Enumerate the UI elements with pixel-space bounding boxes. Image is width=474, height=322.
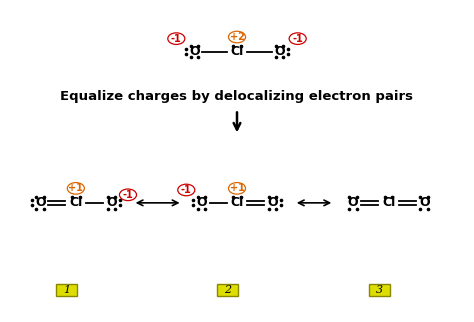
Text: 2: 2: [224, 285, 231, 295]
Text: +1: +1: [68, 183, 83, 194]
Text: Cl: Cl: [230, 196, 244, 209]
Text: O: O: [267, 196, 278, 209]
Text: +2: +2: [229, 32, 245, 42]
Text: +1: +1: [229, 183, 245, 194]
Text: O: O: [35, 196, 46, 209]
Text: O: O: [348, 196, 358, 209]
Text: O: O: [189, 45, 200, 58]
FancyBboxPatch shape: [369, 284, 390, 296]
Text: O: O: [419, 196, 429, 209]
FancyBboxPatch shape: [56, 284, 77, 296]
Text: 1: 1: [63, 285, 70, 295]
Text: O: O: [196, 196, 207, 209]
Text: Equalize charges by delocalizing electron pairs: Equalize charges by delocalizing electro…: [61, 90, 413, 103]
Text: Cl: Cl: [69, 196, 82, 209]
Text: -1: -1: [181, 185, 191, 195]
Text: -1: -1: [123, 190, 133, 200]
Text: O: O: [274, 45, 285, 58]
Text: O: O: [106, 196, 117, 209]
Text: Cl: Cl: [382, 196, 395, 209]
Text: -1: -1: [171, 33, 182, 44]
Text: -1: -1: [292, 33, 303, 44]
FancyBboxPatch shape: [217, 284, 238, 296]
Text: 3: 3: [375, 285, 383, 295]
Text: Cl: Cl: [230, 45, 244, 58]
